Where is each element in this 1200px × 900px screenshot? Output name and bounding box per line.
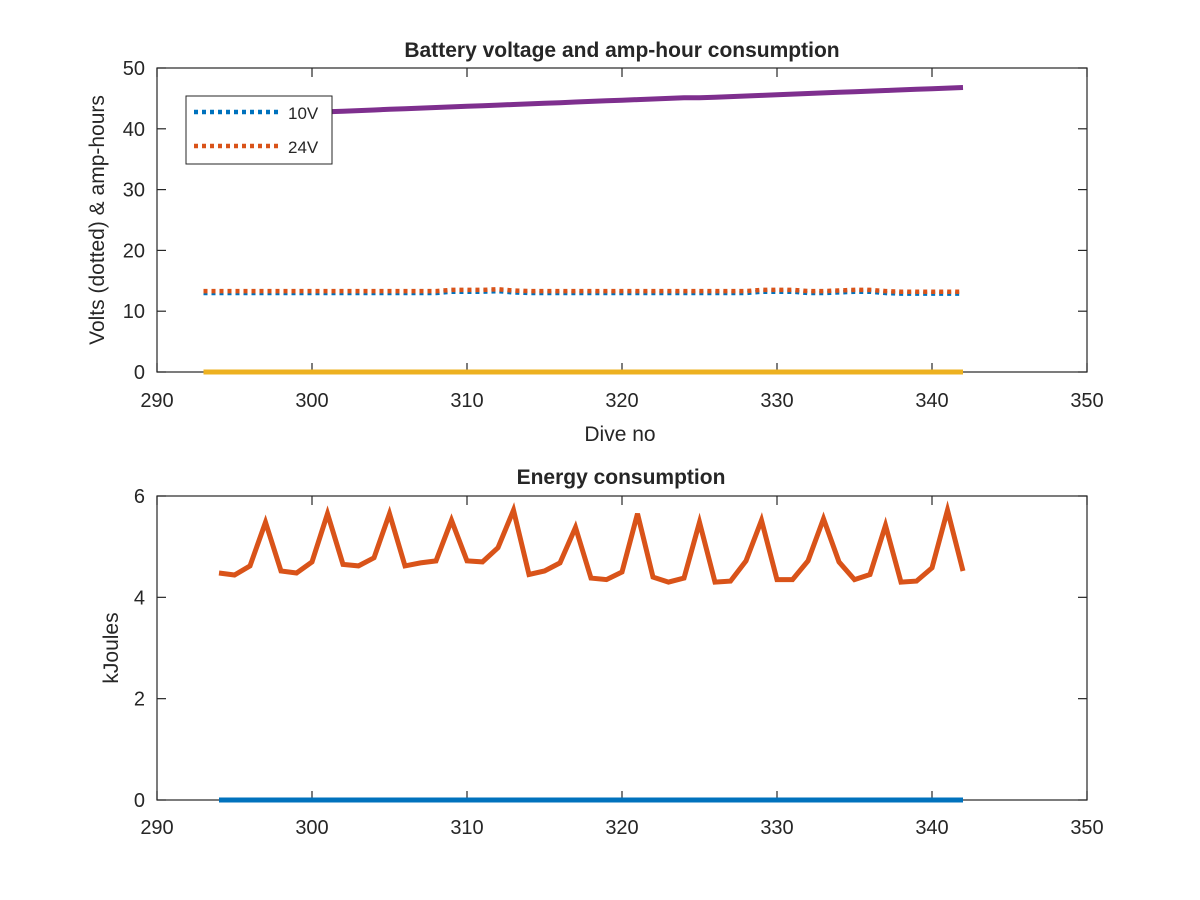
energy-chart-axes bbox=[156, 495, 1088, 801]
x-tick-label: 290 bbox=[140, 390, 173, 412]
energy-chart-title: Energy consumption bbox=[517, 466, 726, 489]
x-tick-label: 310 bbox=[450, 817, 483, 839]
legend-label-10v: 10V bbox=[288, 104, 319, 123]
x-tick-label: 320 bbox=[605, 817, 638, 839]
x-tick-label: 290 bbox=[140, 817, 173, 839]
x-tick-label: 340 bbox=[915, 817, 948, 839]
voltage-chart-legend: 10V 24V bbox=[185, 95, 333, 165]
y-tick-label: 50 bbox=[123, 58, 145, 80]
x-tick-label: 350 bbox=[1070, 817, 1103, 839]
x-tick-label: 310 bbox=[450, 390, 483, 412]
y-tick-label: 0 bbox=[134, 362, 145, 384]
x-tick-label: 330 bbox=[760, 390, 793, 412]
y-tick-label: 0 bbox=[134, 790, 145, 812]
x-tick-label: 300 bbox=[295, 390, 328, 412]
legend-label-24v: 24V bbox=[288, 138, 319, 157]
energy-chart-ylabel: kJoules bbox=[100, 612, 123, 683]
voltage-chart-ylabel: Volts (dotted) & amp-hours bbox=[86, 95, 109, 345]
x-tick-label: 320 bbox=[605, 390, 638, 412]
x-tick-label: 350 bbox=[1070, 390, 1103, 412]
series-line-24v bbox=[203, 287, 963, 294]
energy-chart-ticks: 290 300 310 320 330 340 350 0 2 4 6 bbox=[134, 486, 1104, 839]
y-tick-label: 6 bbox=[134, 486, 145, 508]
energy-chart-series bbox=[218, 500, 966, 803]
energy-chart: Energy consumption 290 300 310 320 330 340 350… bbox=[100, 466, 1104, 839]
y-tick-label: 40 bbox=[123, 119, 145, 141]
series-line-1 bbox=[218, 500, 966, 585]
y-tick-label: 10 bbox=[123, 301, 145, 323]
voltage-chart-title: Battery voltage and amp-hour consumption bbox=[404, 39, 839, 62]
voltage-chart-ticks: 290 300 310 320 330 340 350 0 10 20 30 40 50 bbox=[123, 58, 1104, 412]
y-tick-label: 2 bbox=[134, 689, 145, 711]
y-tick-label: 20 bbox=[123, 240, 145, 262]
legend-box bbox=[185, 95, 333, 165]
y-tick-label: 4 bbox=[134, 587, 145, 609]
x-tick-label: 300 bbox=[295, 817, 328, 839]
voltage-chart-xlabel: Dive no bbox=[584, 423, 655, 446]
x-tick-label: 340 bbox=[915, 390, 948, 412]
voltage-chart: Battery voltage and amp-hour consumption… bbox=[86, 39, 1104, 446]
x-tick-label: 330 bbox=[760, 817, 793, 839]
y-tick-label: 30 bbox=[123, 180, 145, 202]
